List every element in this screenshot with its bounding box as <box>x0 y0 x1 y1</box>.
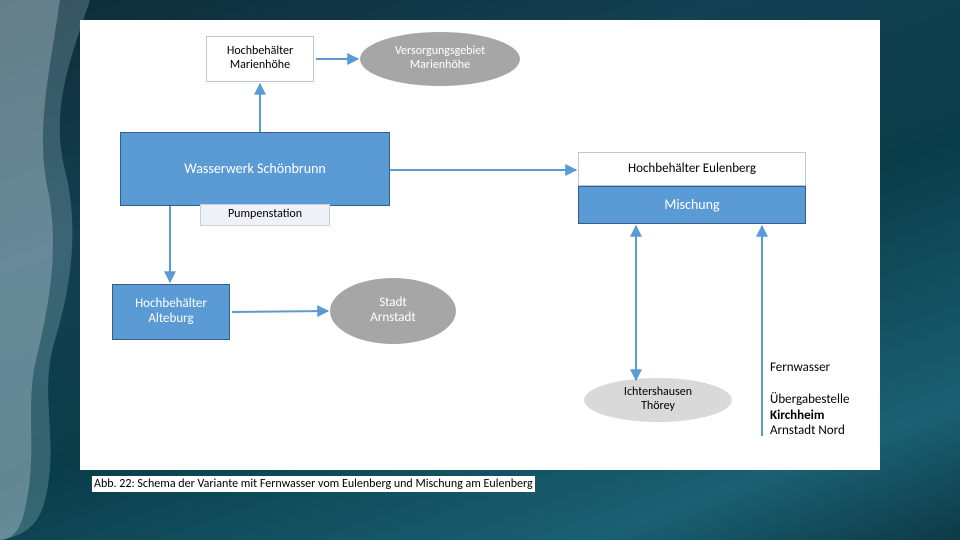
node-stadt-arnstadt: Stadt Arnstadt <box>330 278 456 344</box>
node-line: Marienhöhe <box>230 59 290 73</box>
label-line: Kirchheim <box>770 408 824 423</box>
node-line: Wasserwerk Schönbrunn <box>184 161 326 177</box>
label-line: Arnstadt Nord <box>770 423 845 438</box>
node-line: Mischung <box>664 197 719 213</box>
node-line: Marienhöhe <box>410 59 470 73</box>
node-line: Stadt <box>379 296 407 311</box>
node-ichtershausen-thoerey: Ichtershausen Thörey <box>584 378 732 422</box>
slide-root: Hochbehälter Marienhöhe Versorgungsgebie… <box>0 0 960 540</box>
node-mischung: Mischung <box>578 186 806 224</box>
node-line: Pumpenstation <box>228 208 302 222</box>
node-pumpenstation: Pumpenstation <box>200 204 330 226</box>
decorative-wave <box>0 0 90 540</box>
label-uebergabestelle: Übergabestelle Kirchheim Arnstadt Nord <box>770 392 849 439</box>
node-line: Arnstadt <box>370 311 415 326</box>
node-line: Hochbehälter Eulenberg <box>628 162 756 177</box>
node-line: Hochbehälter <box>135 297 207 312</box>
node-line: Ichtershausen <box>624 386 692 400</box>
node-hb-alteburg: Hochbehälter Alteburg <box>112 284 230 340</box>
diagram-canvas <box>80 20 880 470</box>
node-hb-marienhoehe: Hochbehälter Marienhöhe <box>206 36 314 82</box>
label-line: Übergabestelle <box>770 392 849 407</box>
figure-caption: Abb. 22: Schema der Variante mit Fernwas… <box>92 476 535 492</box>
node-hb-eulenberg: Hochbehälter Eulenberg <box>578 152 806 186</box>
node-line: Thörey <box>641 400 675 414</box>
node-versorgungsgebiet-marienhoehe: Versorgungsgebiet Marienhöhe <box>360 32 520 86</box>
node-line: Hochbehälter <box>227 45 293 59</box>
node-line: Versorgungsgebiet <box>395 45 485 59</box>
node-line: Alteburg <box>148 312 193 327</box>
node-wasserwerk-schoenbrunn: Wasserwerk Schönbrunn <box>120 132 390 206</box>
label-fernwasser: Fernwasser <box>770 360 830 376</box>
